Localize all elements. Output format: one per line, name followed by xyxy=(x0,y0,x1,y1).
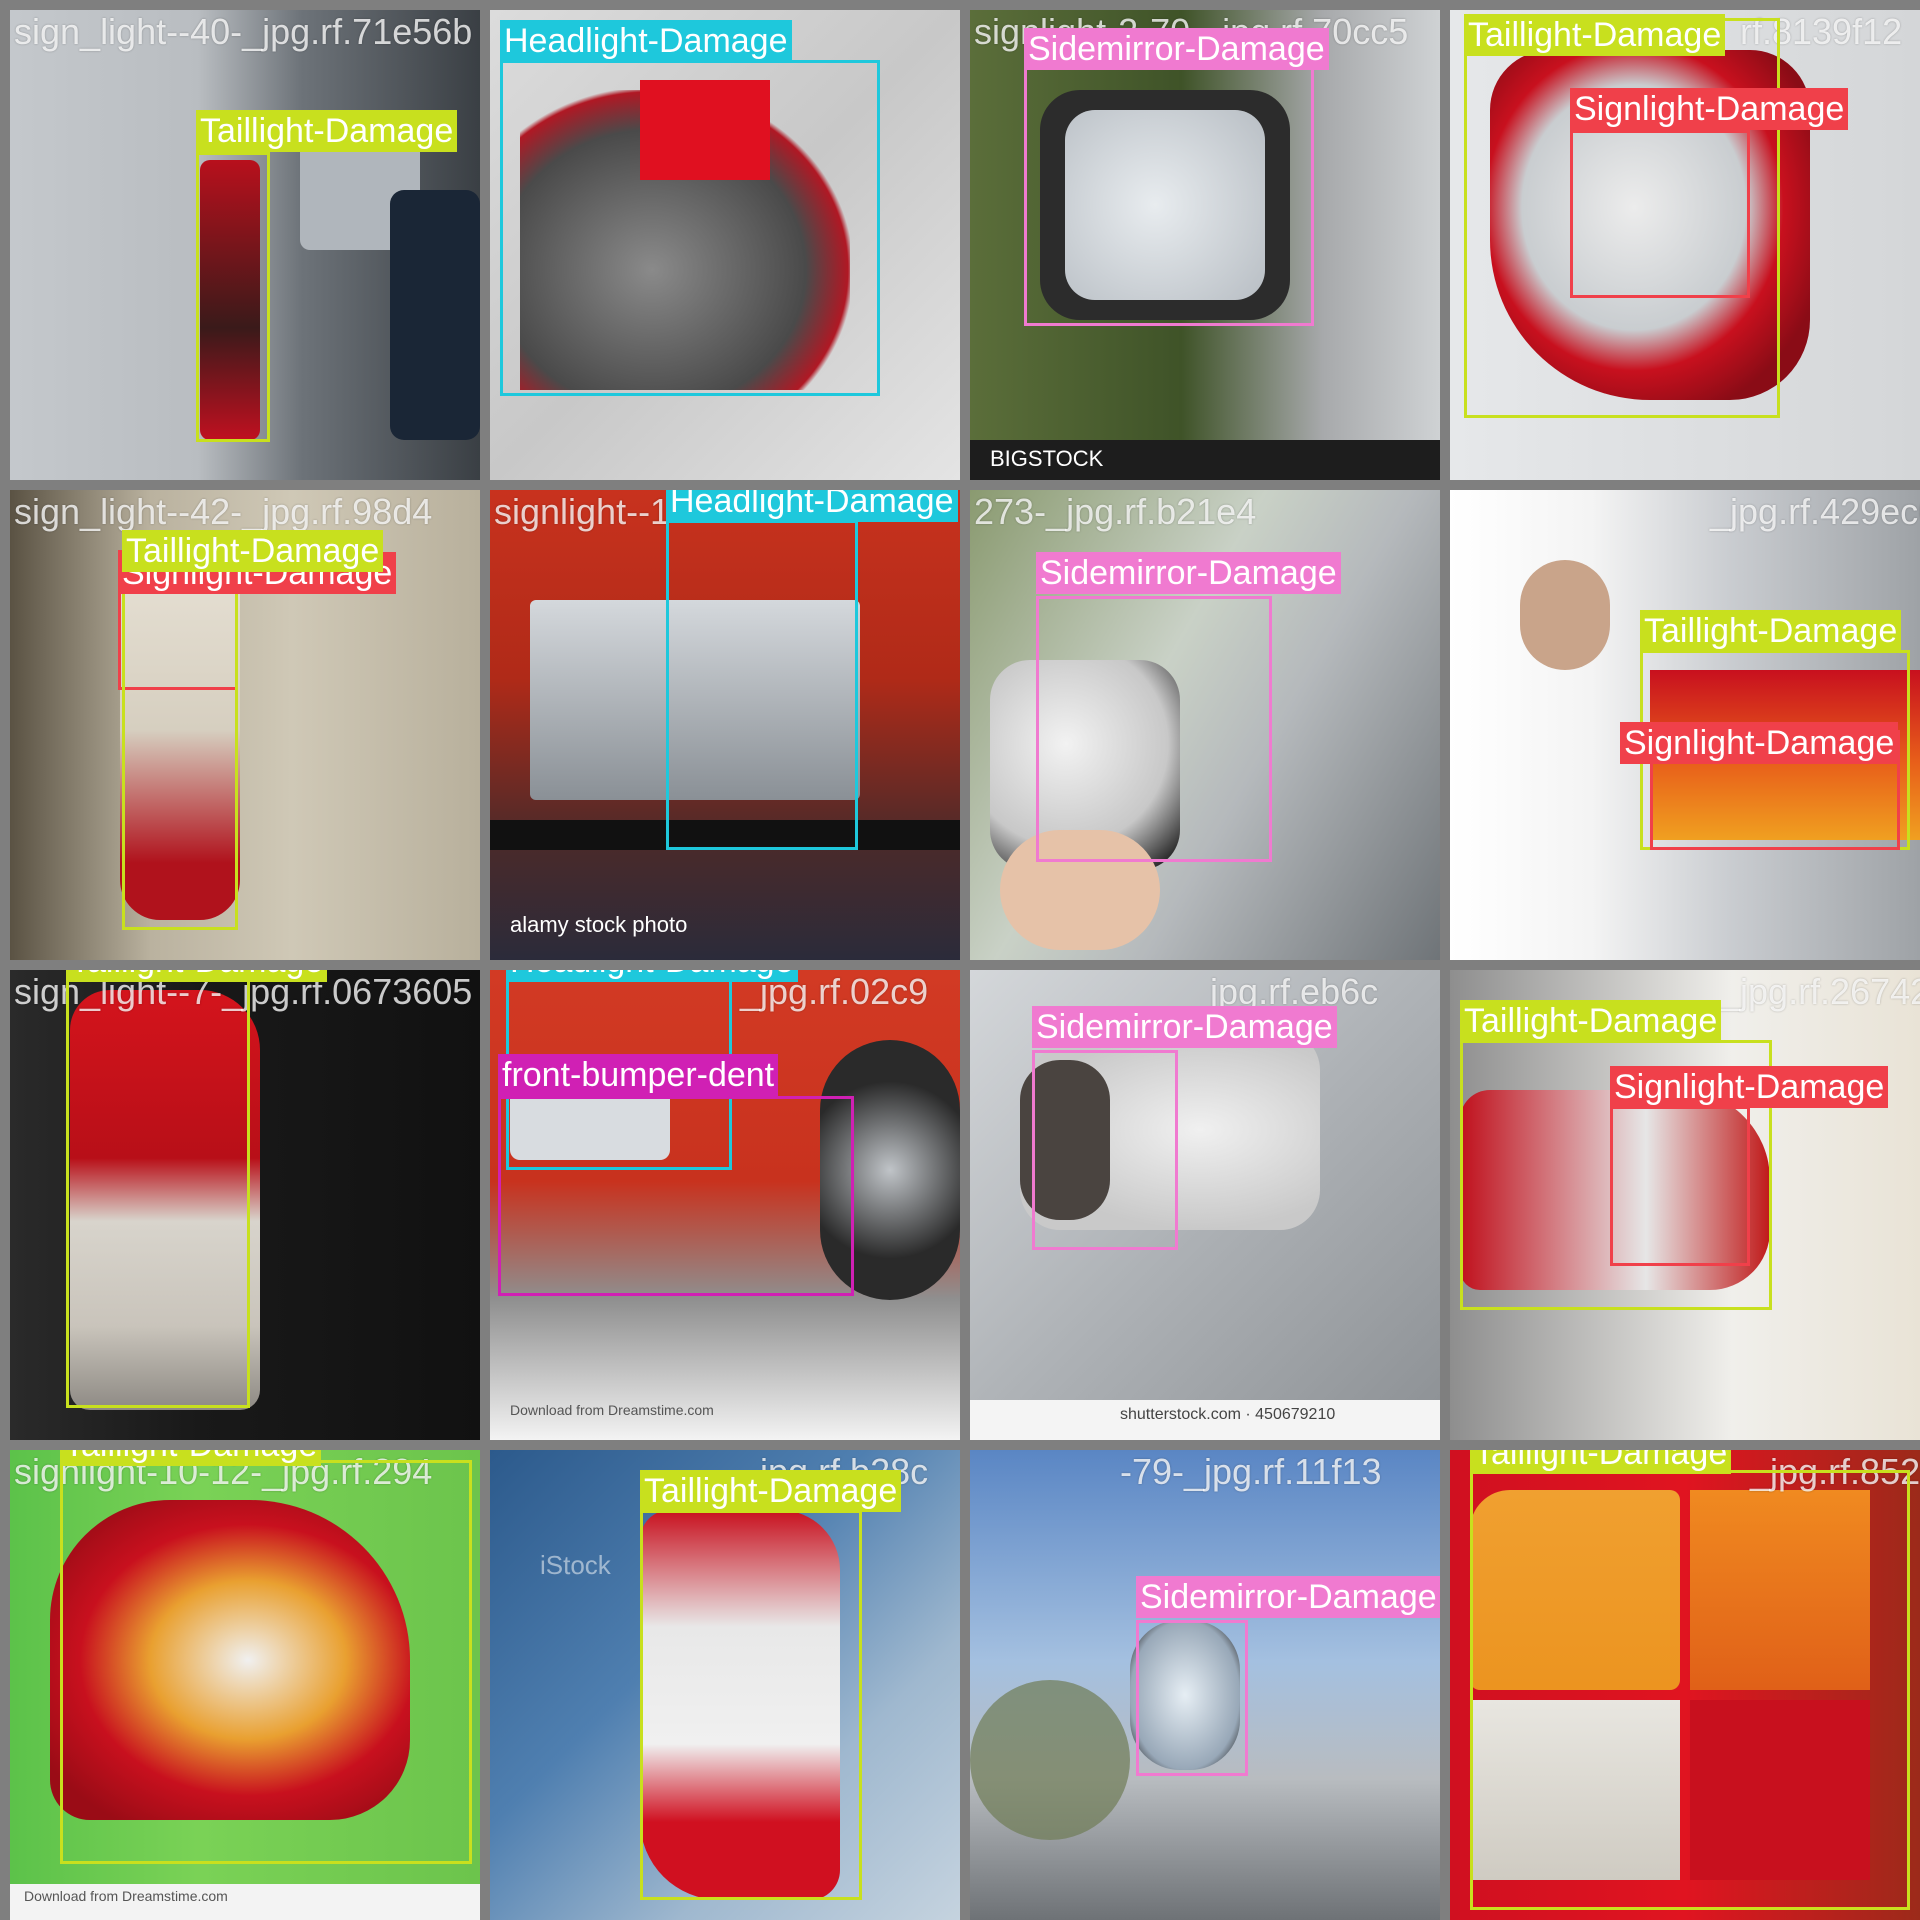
tile-10: Download from Dreamstime.com _jpg.rf.02c… xyxy=(490,970,960,1440)
bbox-sidemirror-damage xyxy=(1032,1050,1178,1250)
label-sidemirror-damage: Sidemirror-Damage xyxy=(1136,1576,1440,1618)
label-taillight-damage: Taillight-Damage xyxy=(1640,610,1902,652)
label-taillight-damage: Taillight-Damage xyxy=(1460,1000,1722,1042)
image-filename: -79-_jpg.rf.11f13 xyxy=(1120,1451,1382,1492)
bbox-front-bumper-dent xyxy=(498,1096,854,1296)
tile-photo xyxy=(970,1450,1440,1920)
bbox-headlight-damage xyxy=(666,520,858,850)
label-taillight-damage: Taillight-Damage xyxy=(1470,1450,1732,1474)
bbox-taillight-damage xyxy=(122,550,238,930)
tile-9: sign_light--7-_jpg.rf.0673605 Taillight-… xyxy=(10,970,480,1440)
tile-photo xyxy=(10,970,480,1440)
watermark-bigstock: BIGSTOCK xyxy=(990,446,1104,471)
tile-photo xyxy=(1450,1450,1920,1920)
bbox-taillight-damage xyxy=(196,152,270,442)
image-filename: signlight--1- xyxy=(494,491,683,532)
tile-photo xyxy=(490,1450,960,1920)
tile-4: rf.8139f12 Taillight-Damage Signlight-Da… xyxy=(1450,10,1920,480)
watermark-shutterstock: shutterstock.com · 450679210 xyxy=(1120,1406,1336,1423)
bbox-sidemirror-damage xyxy=(1024,66,1314,326)
label-front-bumper-dent: front-bumper-dent xyxy=(498,1054,779,1096)
watermark-alamy: alamy stock photo xyxy=(510,912,688,937)
tile-photo xyxy=(970,970,1440,1440)
watermark-dreamstime: Download from Dreamstime.com xyxy=(510,1402,714,1418)
watermark-dreamstime: Download from Dreamstime.com xyxy=(24,1888,228,1904)
image-filename: 273-_jpg.rf.b21e4 xyxy=(974,491,1257,532)
label-sidemirror-damage: Sidemirror-Damage xyxy=(1036,552,1341,594)
label-taillight-damage: Taillight-Damage xyxy=(640,1470,902,1512)
tile-photo xyxy=(490,490,960,960)
label-signlight-damage: Signlight-Damage xyxy=(1570,88,1849,130)
tile-13: Download from Dreamstime.com signlight-1… xyxy=(10,1450,480,1920)
tile-2: Headlight-Damage xyxy=(490,10,960,480)
label-taillight-damage: Taillight-Damage xyxy=(66,970,328,982)
bbox-taillight-damage xyxy=(640,1510,862,1900)
image-filename: _jpg.rf.429ec6 xyxy=(1710,491,1920,532)
label-headlight-damage: Headlight-Damage xyxy=(506,970,798,982)
bbox-sidemirror-damage xyxy=(1036,596,1272,862)
image-filename: _jpg.rf.267428 xyxy=(1720,971,1920,1012)
bbox-sidemirror-damage xyxy=(1136,1620,1248,1776)
tile-photo xyxy=(10,1450,480,1920)
image-filename: sign_light--42-_jpg.rf.98d4 xyxy=(14,491,433,532)
tile-12: _jpg.rf.267428 Taillight-Damage Signligh… xyxy=(1450,970,1920,1440)
label-signlight-damage: Signlight-Damage xyxy=(1620,722,1899,764)
label-signlight-damage: Signlight-Damage xyxy=(1610,1066,1889,1108)
bbox-taillight-damage xyxy=(60,1460,472,1864)
watermark-istock: iStock xyxy=(540,1550,611,1580)
tile-7: 273-_jpg.rf.b21e4 Sidemirror-Damage xyxy=(970,490,1440,960)
tile-8: _jpg.rf.429ec6 Taillight-Damage Signligh… xyxy=(1450,490,1920,960)
label-headlight-damage: Headlight-Damage xyxy=(666,490,958,522)
label-taillight-damage: Taillight-Damage xyxy=(60,1450,322,1466)
tile-3: BIGSTOCK signlight-2-70-_jpg.rf.70cc5 Si… xyxy=(970,10,1440,480)
bbox-taillight-damage xyxy=(66,978,250,1408)
label-taillight-damage: Taillight-Damage xyxy=(122,530,384,572)
tile-1: sign_light--40-_jpg.rf.71e56b Taillight-… xyxy=(10,10,480,480)
tile-photo xyxy=(490,970,960,1440)
bbox-signlight-damage xyxy=(1610,1106,1750,1266)
image-filename: sign_light--40-_jpg.rf.71e56b xyxy=(14,11,473,52)
tile-16: _jpg.rf.852d Taillight-Damage xyxy=(1450,1450,1920,1920)
label-sidemirror-damage: Sidemirror-Damage xyxy=(1032,1006,1337,1048)
label-sidemirror-damage: Sidemirror-Damage xyxy=(1024,28,1329,70)
bbox-headlight-damage xyxy=(500,60,880,396)
label-taillight-damage: Taillight-Damage xyxy=(1464,14,1726,56)
tile-14: iStock _jpg.rf.b28c Taillight-Damage xyxy=(490,1450,960,1920)
tile-5: sign_light--42-_jpg.rf.98d4 Signlight-Da… xyxy=(10,490,480,960)
label-headlight-damage: Headlight-Damage xyxy=(500,20,792,62)
tile-photo xyxy=(10,10,480,480)
tile-photo xyxy=(1450,970,1920,1440)
tile-photo xyxy=(490,10,960,480)
bbox-signlight-damage xyxy=(1570,130,1750,298)
bbox-taillight-damage xyxy=(1470,1470,1910,1910)
tile-15: -79-_jpg.rf.11f13 Sidemirror-Damage xyxy=(970,1450,1440,1920)
tile-11: shutterstock.com · 450679210 _jpg.rf.eb6… xyxy=(970,970,1440,1440)
label-taillight-damage: Taillight-Damage xyxy=(196,110,458,152)
tile-photo xyxy=(970,10,1440,480)
tile-6: alamy stock photo signlight--1- Headligh… xyxy=(490,490,960,960)
image-filename: _jpg.rf.eb6c xyxy=(1190,971,1379,1012)
